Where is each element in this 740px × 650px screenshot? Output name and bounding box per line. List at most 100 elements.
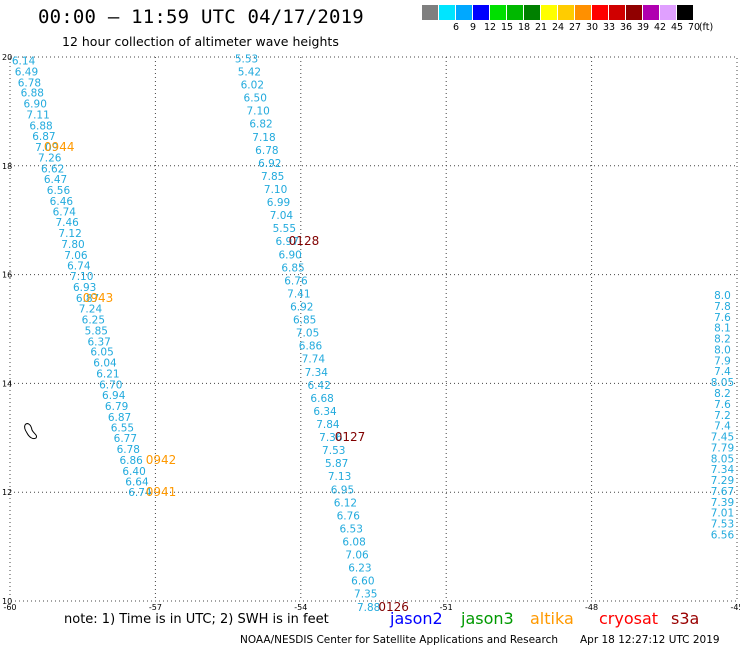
- wave-height-label: 6.62: [41, 163, 64, 175]
- wave-height-label: 7.6: [714, 312, 731, 324]
- color-scale-label: 24: [551, 22, 565, 33]
- wave-height-label: 7.24: [79, 304, 103, 316]
- wave-height-label: 6.37: [87, 336, 110, 348]
- color-swatch-3: [422, 5, 439, 20]
- wave-height-label: 6.87: [76, 293, 99, 305]
- axis-ticks: -60 -57 -54 -51 -48 -45 10 12 14 16 18 20: [2, 53, 740, 612]
- color-swatch-45: [660, 5, 677, 20]
- color-swatch-15: [490, 5, 507, 20]
- wave-height-label: 6.77: [114, 433, 137, 445]
- satellite-legend-jason2: jason2: [390, 609, 443, 628]
- wave-height-label: 6.23: [348, 563, 371, 575]
- wave-height-label: 7.9: [714, 355, 731, 367]
- x-tick-label: -48: [585, 603, 598, 612]
- wave-height-label: 6.42: [308, 380, 331, 392]
- wave-height-label: 6.82: [249, 119, 272, 131]
- color-scale-label: 15: [500, 22, 514, 33]
- wave-height-label: 7.34: [305, 367, 329, 379]
- wave-height-label: 7.06: [345, 550, 369, 562]
- wave-height-label: 6.60: [351, 576, 374, 588]
- footer-timestamp: Apr 18 12:27:12 UTC 2019: [580, 634, 720, 646]
- wave-height-label: 6.88: [29, 120, 52, 132]
- wave-height-label: 7.11: [26, 109, 49, 121]
- wave-height-label: 7.53: [711, 519, 734, 531]
- wave-height-label: 8.2: [714, 388, 731, 400]
- color-swatch-18: [507, 5, 524, 20]
- wave-height-label: 7.46: [55, 217, 79, 229]
- color-swatch-6: [439, 5, 456, 20]
- x-tick-label: -60: [3, 603, 16, 612]
- wave-height-label: 7.09: [35, 142, 58, 154]
- wave-height-label: 5.85: [85, 325, 108, 337]
- wave-height-label: 7.01: [711, 508, 734, 520]
- y-tick-label: 14: [2, 379, 12, 388]
- wave-height-label: 6.90: [24, 99, 47, 111]
- color-swatch-33: [592, 5, 609, 20]
- wave-height-label: 6.02: [241, 80, 264, 92]
- wave-height-label: 6.25: [82, 315, 105, 327]
- wave-height-label: 6.53: [340, 523, 363, 535]
- satellite-legend-altika: altika: [530, 609, 574, 628]
- color-scale-label: 42: [653, 22, 667, 33]
- wave-height-label: 6.74: [67, 261, 91, 273]
- plot-border: [9, 56, 738, 602]
- page-title: 00:00 – 11:59 UTC 04/17/2019: [38, 6, 364, 28]
- wave-height-label: 8.0: [714, 344, 731, 356]
- wave-height-label: 7.13: [328, 471, 351, 483]
- color-scale-label: 36: [619, 22, 633, 33]
- color-swatch-27: [558, 5, 575, 20]
- wave-height-label: 6.94: [102, 390, 126, 402]
- color-swatch-21: [524, 5, 541, 20]
- wave-height-label: 6.88: [21, 88, 44, 100]
- wave-height-label: 6.68: [310, 393, 333, 405]
- wave-height-label: 6.49: [15, 66, 38, 78]
- wave-height-label: 7.18: [252, 132, 275, 144]
- wave-height-label: 5.87: [325, 458, 348, 470]
- time-label-0941: 0941: [146, 485, 177, 499]
- color-scale-label: 6: [452, 22, 460, 33]
- y-tick-label: 20: [2, 53, 12, 62]
- wave-height-label: 6.90: [278, 249, 301, 261]
- x-tick-label: -51: [440, 603, 453, 612]
- color-scale-label: 9: [469, 22, 477, 33]
- wave-height-label: 5.53: [235, 53, 258, 65]
- wave-height-label: 7.39: [711, 497, 734, 509]
- wave-height-label: 6.50: [244, 93, 267, 105]
- color-scale-legend: 6 9 12 15 18 21 24 27 30 33 36 39 42 45 70 (ft): [422, 5, 732, 35]
- wave-height-label: 6.40: [122, 466, 145, 478]
- wave-height-label: 6.55: [111, 422, 134, 434]
- wave-height-label: 8.05: [711, 377, 734, 389]
- wave-height-label: 6.86: [299, 341, 323, 353]
- wave-height-label: 6.14: [12, 56, 36, 68]
- wave-height-label: 7.10: [246, 106, 269, 118]
- wave-height-label: 7.35: [354, 589, 377, 601]
- x-tick-label: -57: [149, 603, 162, 612]
- color-swatch-39: [626, 5, 643, 20]
- color-scale-label: 70: [687, 22, 701, 33]
- wave-height-label: 6.93: [73, 282, 96, 294]
- wave-height-label: 6.74: [128, 487, 152, 499]
- wave-height-label: 7.6: [714, 399, 731, 411]
- wave-height-labels: 6.146.496.786.886.907.116.886.877.097.26…: [12, 53, 735, 613]
- wave-height-label: 6.12: [334, 497, 357, 509]
- wave-height-label: 6.78: [18, 77, 41, 89]
- color-swatch-12: [473, 5, 490, 20]
- wave-height-label: 6.85: [281, 262, 304, 274]
- wave-height-label: 7.4: [714, 366, 731, 378]
- time-label-0944: 0944: [44, 140, 75, 154]
- color-swatch-9: [456, 5, 473, 20]
- wave-height-label: 7.53: [322, 445, 345, 457]
- color-scale-label: 30: [585, 22, 599, 33]
- color-scale-label: 27: [568, 22, 582, 33]
- x-tick-label: -54: [294, 603, 307, 612]
- time-label-0942: 0942: [146, 453, 177, 467]
- color-swatch-36: [609, 5, 626, 20]
- wave-height-label: 6.92: [258, 158, 281, 170]
- color-scale-label: 33: [602, 22, 616, 33]
- wave-height-label: 7.12: [58, 228, 81, 240]
- wave-height-label: 7.26: [38, 152, 62, 164]
- wave-height-label: 7.88: [357, 602, 380, 614]
- wave-height-label: 7.04: [270, 210, 294, 222]
- page-subtitle: 12 hour collection of altimeter wave hei…: [62, 34, 339, 49]
